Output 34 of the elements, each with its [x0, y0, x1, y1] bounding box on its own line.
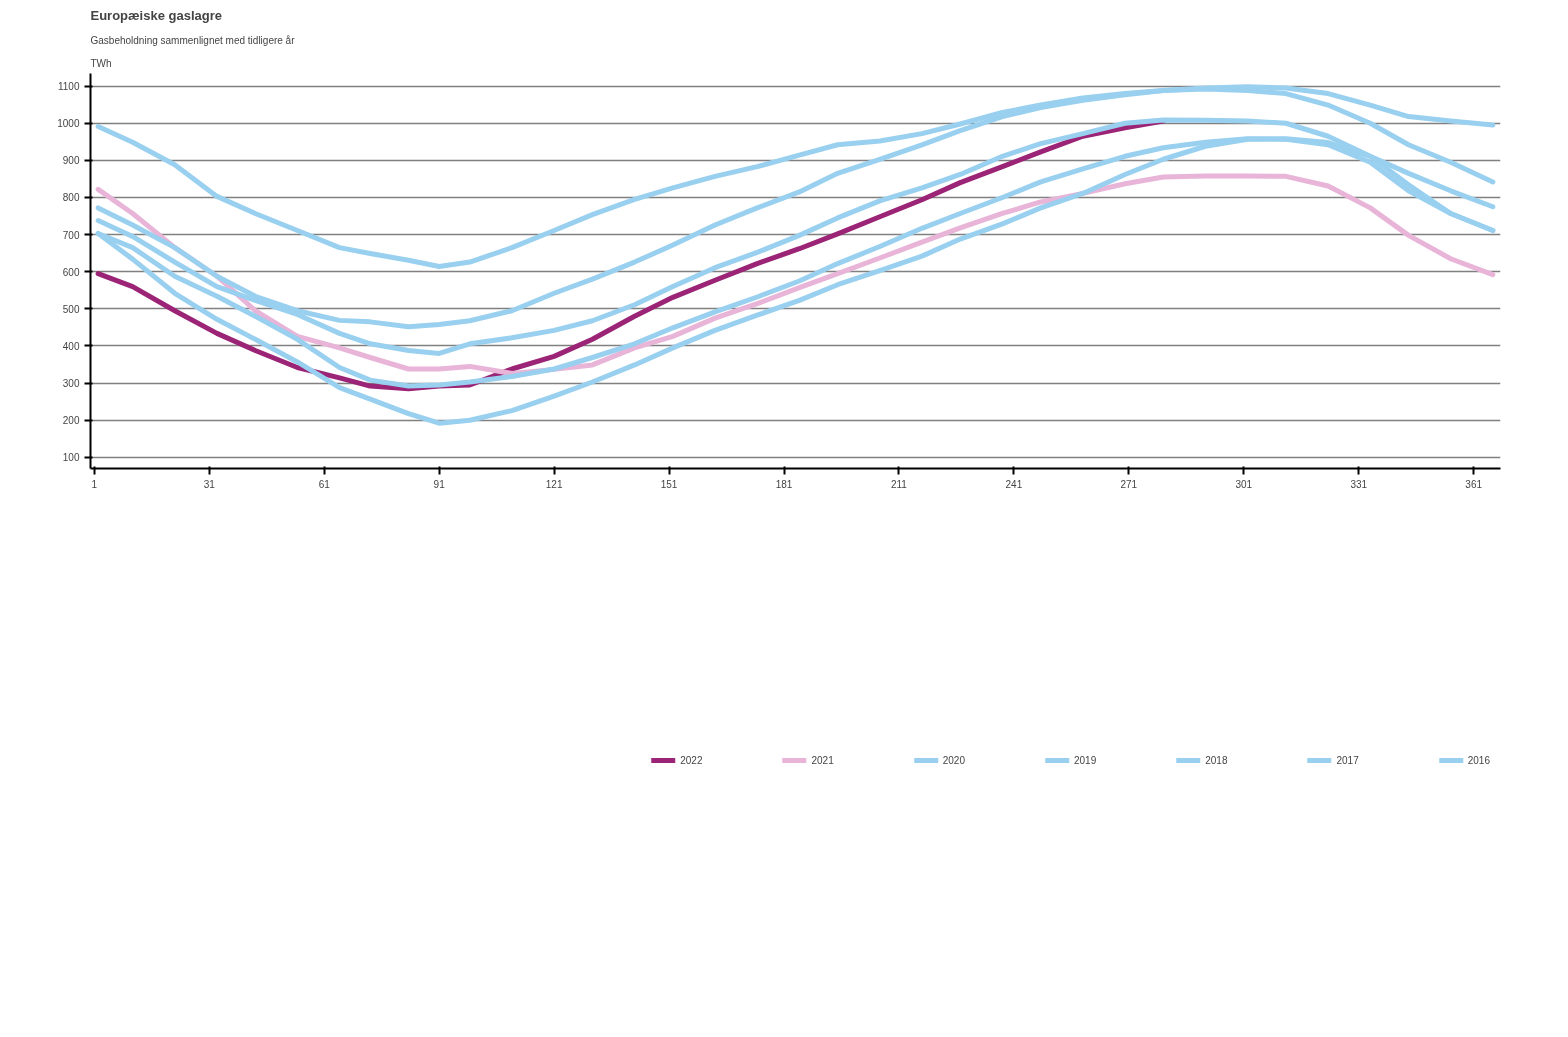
legend-label: 2022	[680, 754, 703, 766]
y-tick-label: 400	[62, 340, 80, 352]
chart-subtitle: Gasbeholdning sammenlignet med tidligere år	[90, 34, 296, 46]
chart-title: Europæiske gaslagre	[90, 7, 222, 23]
y-tick-label: 200	[62, 415, 80, 427]
y-tick-label: 300	[62, 378, 80, 390]
y-axis-title: TWh	[90, 57, 112, 69]
x-tick-label: 271	[1120, 478, 1138, 490]
y-tick-label: 1000	[57, 118, 80, 130]
y-tick-label: 600	[62, 266, 80, 278]
x-tick-label: 301	[1235, 478, 1253, 490]
x-tick-label: 181	[775, 478, 793, 490]
y-tick-label: 1100	[58, 81, 80, 93]
x-tick-label: 151	[660, 478, 678, 490]
x-tick-label: 91	[433, 478, 446, 490]
x-tick-label: 1	[91, 478, 98, 490]
x-tick-label: 31	[203, 478, 216, 490]
legend-label: 2016	[1467, 754, 1490, 766]
y-tick-label: 700	[62, 229, 80, 241]
y-tick-label: 800	[62, 192, 80, 204]
y-tick-label: 500	[62, 303, 80, 315]
legend-label: 2017	[1336, 754, 1359, 766]
x-tick-label: 61	[318, 478, 331, 490]
x-tick-label: 331	[1350, 478, 1368, 490]
x-tick-label: 211	[890, 478, 908, 490]
x-tick-label: 121	[545, 478, 563, 490]
legend-label: 2018	[1205, 754, 1228, 766]
legend-label: 2021	[811, 754, 834, 766]
x-tick-label: 241	[1005, 478, 1023, 490]
y-tick-label: 900	[62, 155, 80, 167]
y-tick-label: 100	[62, 452, 80, 464]
legend-label: 2020	[942, 754, 965, 766]
legend-label: 2019	[1074, 754, 1097, 766]
x-tick-label: 361	[1465, 478, 1483, 490]
